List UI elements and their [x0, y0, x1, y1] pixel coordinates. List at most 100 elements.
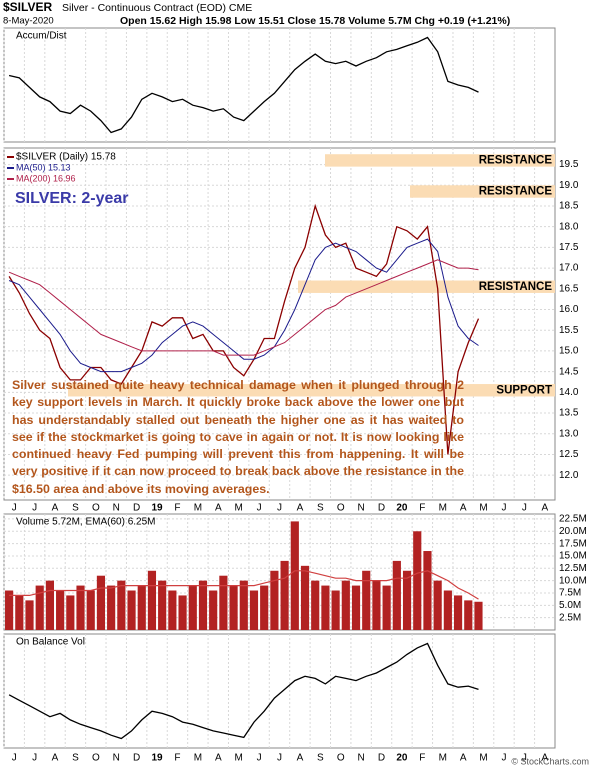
- volume-bar: [147, 570, 157, 630]
- y-tick-label: 15.0: [559, 346, 579, 357]
- panel-frame: [3, 633, 556, 749]
- volume-bar: [45, 580, 54, 630]
- x-tick-label: A: [215, 503, 222, 514]
- symbol: $SILVER: [3, 0, 52, 14]
- x-tick-label: J: [12, 753, 17, 764]
- x-tick-label: M: [194, 503, 202, 514]
- x-tick-label: O: [337, 753, 345, 764]
- y-tick-label: 17.5M: [559, 538, 587, 549]
- x-tick-label: J: [501, 753, 506, 764]
- x-tick-label: J: [32, 753, 37, 764]
- level-band: [410, 185, 555, 198]
- volume-bar: [362, 570, 371, 630]
- volume-bar: [402, 570, 412, 630]
- x-tick-label: O: [92, 503, 100, 514]
- x-tick-label: M: [479, 753, 487, 764]
- x-tick-label: M: [235, 753, 243, 764]
- volume-bar: [35, 585, 44, 630]
- y-tick-label: 7.5M: [559, 588, 581, 599]
- volume-bar: [351, 585, 361, 630]
- legend-entry: MA(50) 15.13: [16, 162, 71, 172]
- x-tick-label: N: [113, 503, 120, 514]
- y-tick-label: 14.0: [559, 387, 579, 398]
- level-label: RESISTANCE: [479, 281, 553, 293]
- x-tick-label: S: [317, 503, 324, 514]
- volume-bar: [198, 580, 208, 630]
- x-tick-label: F: [174, 503, 180, 514]
- x-tick-label: A: [541, 503, 548, 514]
- level-band: [68, 384, 555, 397]
- panel-title: Accum/Dist: [16, 31, 67, 42]
- volume-bar: [290, 521, 299, 630]
- quote: Open 15.62 High 15.98 Low 15.51 Close 15…: [120, 15, 510, 27]
- volume-bar: [300, 565, 310, 630]
- x-tick-label: A: [215, 753, 222, 764]
- y-tick-label: 19.5: [559, 159, 579, 170]
- volume-bar: [5, 590, 14, 630]
- volume-bar: [423, 551, 432, 630]
- x-tick-label: J: [12, 503, 17, 514]
- y-tick-label: 20.0M: [559, 526, 587, 537]
- y-tick-label: 10.0M: [559, 575, 587, 586]
- contract-name: Silver - Continuous Contract (EOD) CME: [62, 2, 252, 14]
- y-tick-label: 5.0M: [559, 600, 581, 611]
- x-tick-label: F: [419, 503, 425, 514]
- x-tick-label: D: [133, 753, 140, 764]
- x-tick-label: A: [297, 503, 304, 514]
- x-tick-label: J: [522, 753, 527, 764]
- x-tick-label: 20: [396, 503, 408, 514]
- volume-bar: [413, 531, 422, 630]
- panel-title: On Balance Vol: [16, 637, 85, 648]
- x-tick-label: M: [439, 753, 447, 764]
- date: 8-May-2020: [3, 16, 54, 27]
- x-tick-label: A: [52, 503, 59, 514]
- y-tick-label: 13.0: [559, 428, 579, 439]
- legend-entry: $SILVER (Daily) 15.78: [16, 152, 116, 163]
- x-tick-label: F: [419, 753, 425, 764]
- x-tick-label: A: [297, 753, 304, 764]
- credit: © StockCharts.com: [511, 756, 589, 766]
- y-tick-label: 15.5: [559, 325, 579, 336]
- volume-bar: [249, 590, 259, 630]
- y-tick-label: 16.0: [559, 304, 579, 315]
- x-tick-label: N: [113, 753, 120, 764]
- x-tick-label: J: [522, 503, 527, 514]
- indicator-line: [8, 36, 479, 134]
- x-tick-label: D: [378, 753, 385, 764]
- volume-bar: [25, 600, 34, 630]
- y-tick-label: 12.0: [559, 470, 579, 481]
- legend-entry: MA(200) 16.96: [16, 173, 76, 183]
- volume-bar: [321, 585, 330, 630]
- x-tick-label: J: [277, 753, 282, 764]
- chart-subtitle: SILVER: 2-year: [15, 190, 129, 207]
- volume-bar: [168, 590, 177, 630]
- volume-bar: [372, 580, 381, 630]
- y-tick-label: 18.0: [559, 221, 579, 232]
- volume-bar: [443, 590, 452, 630]
- x-tick-label: A: [460, 753, 467, 764]
- volume-bar: [86, 590, 95, 630]
- volume-bar: [15, 595, 24, 630]
- x-tick-label: O: [92, 753, 100, 764]
- x-tick-label: N: [358, 753, 365, 764]
- volume-bar: [270, 570, 279, 630]
- x-tick-label: A: [52, 753, 59, 764]
- volume-bar: [76, 585, 85, 630]
- volume-bar: [158, 580, 167, 630]
- volume-bar: [341, 580, 350, 630]
- y-tick-label: 18.5: [559, 201, 579, 212]
- indicator-line: [8, 642, 479, 740]
- x-tick-label: A: [460, 503, 467, 514]
- y-tick-label: 12.5: [559, 449, 579, 460]
- x-tick-label: M: [194, 753, 202, 764]
- x-tick-label: M: [235, 503, 243, 514]
- volume-bar: [107, 585, 116, 630]
- volume-bar: [209, 590, 218, 630]
- x-tick-label: D: [378, 503, 385, 514]
- volume-bar: [188, 585, 197, 630]
- x-tick-label: N: [358, 503, 365, 514]
- level-band: [325, 154, 555, 167]
- y-tick-label: 14.5: [559, 366, 579, 377]
- x-tick-label: O: [337, 503, 345, 514]
